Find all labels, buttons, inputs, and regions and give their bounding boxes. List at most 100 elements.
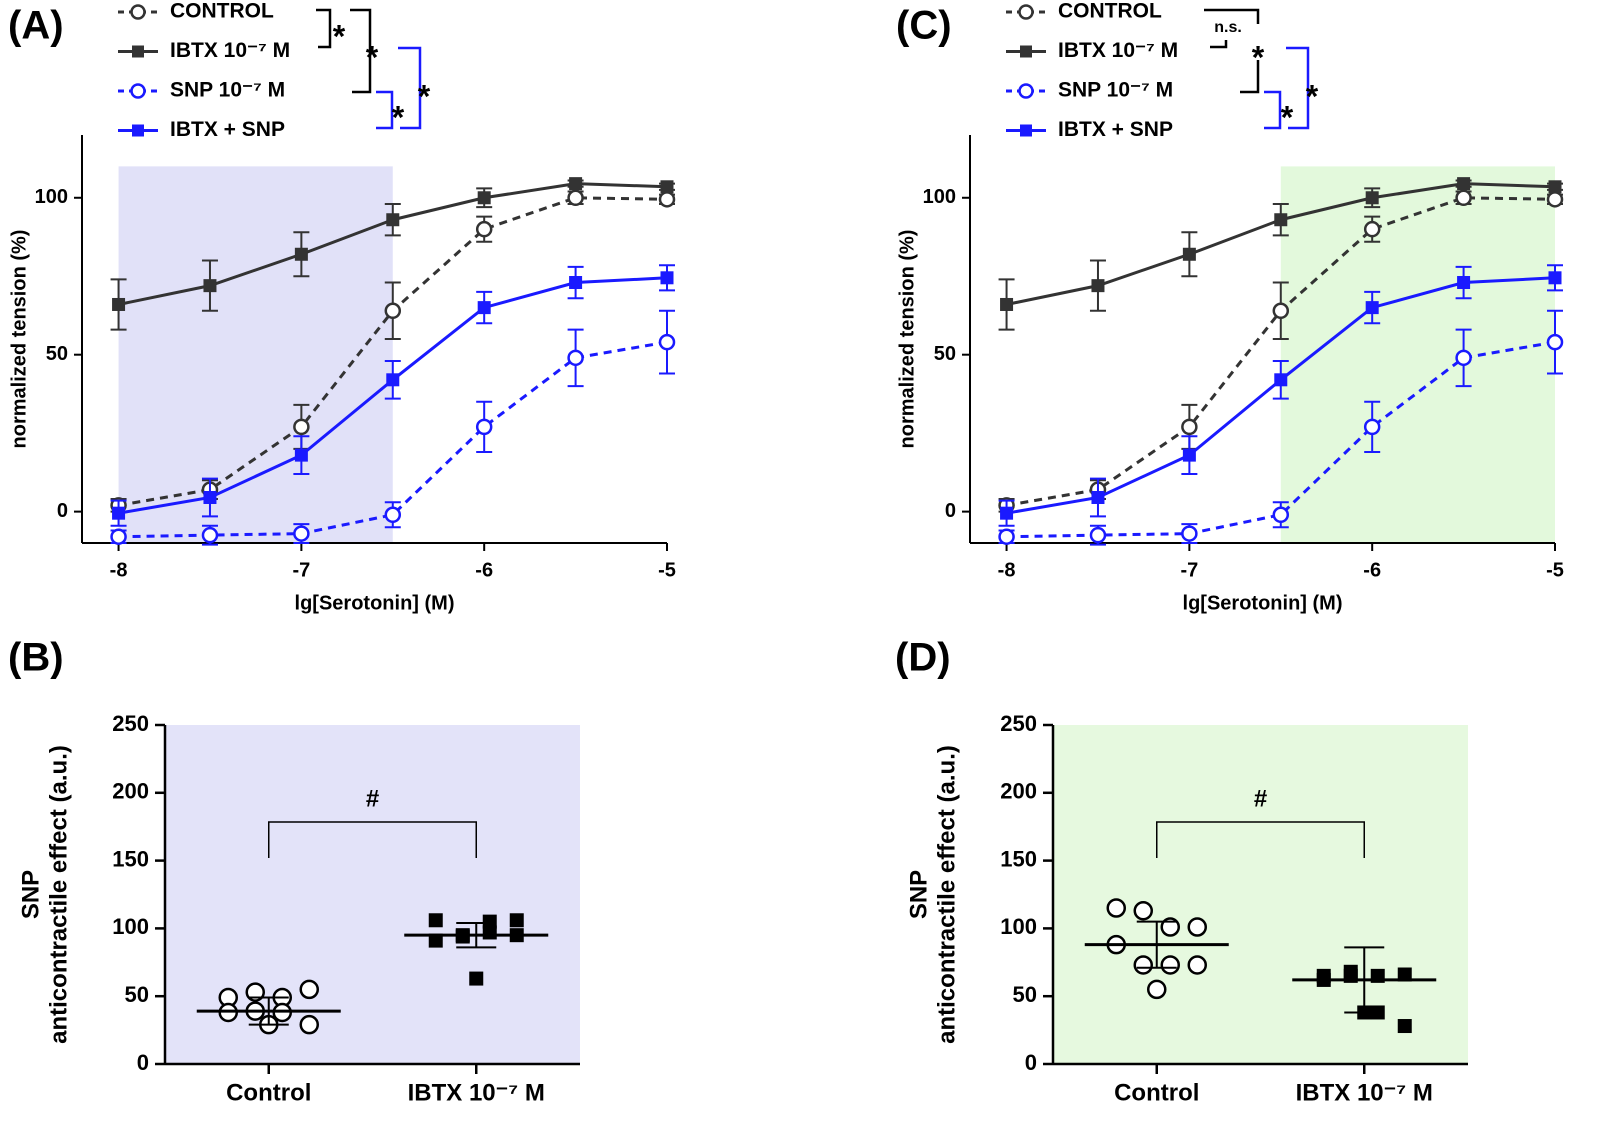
marker: [1274, 213, 1288, 227]
x-tick-label: -8: [998, 559, 1016, 581]
bracket: [1210, 40, 1228, 49]
marker: [475, 418, 493, 436]
significance-label: *: [333, 18, 346, 54]
y-tick-label: 200: [112, 779, 149, 804]
marker: [1457, 276, 1471, 290]
y-axis-label: anticontractile effect (a.u.): [933, 745, 960, 1044]
y-tick-label: 250: [112, 711, 149, 736]
highlight-region: [118, 166, 393, 543]
x-tick-label: -6: [1363, 559, 1381, 581]
x-tick-label: -5: [658, 559, 676, 581]
marker: [1363, 220, 1381, 238]
marker: [1365, 301, 1379, 315]
data-point: [1187, 955, 1207, 975]
marker: [1182, 448, 1196, 462]
data-point: [245, 982, 265, 1002]
bracket: [376, 90, 394, 130]
marker: [293, 525, 310, 542]
x-tick-label: -7: [1180, 559, 1198, 581]
data-point: [482, 914, 497, 929]
bracket: [1204, 8, 1260, 24]
marker: [1089, 526, 1107, 544]
marker: [1457, 177, 1471, 191]
marker: [1546, 191, 1564, 208]
x-tick-label: -5: [1546, 559, 1564, 581]
data-point: [1160, 955, 1180, 975]
y-tick-label: 100: [1000, 914, 1037, 939]
marker: [567, 349, 584, 367]
marker: [112, 297, 126, 311]
y-tick-label: 0: [137, 1050, 149, 1075]
y-tick-label: 50: [934, 343, 956, 365]
panel-label: (C): [896, 4, 952, 48]
legend-marker: [1018, 4, 1034, 20]
marker: [477, 191, 491, 205]
x-tick-label: Control: [226, 1079, 311, 1106]
y-tick-label: 0: [57, 500, 68, 522]
data-point: [1106, 898, 1126, 918]
y-tick-label: 50: [125, 982, 149, 1007]
y-tick-label: 150: [112, 846, 149, 871]
panel-label: (D): [895, 636, 951, 680]
bracket: [1240, 60, 1260, 94]
data-point: [1187, 917, 1207, 937]
legend-marker: [1018, 83, 1034, 99]
marker: [569, 276, 583, 290]
y-tick-label: 200: [1000, 779, 1037, 804]
marker: [1274, 373, 1288, 387]
marker: [1000, 297, 1014, 311]
data-point: [1160, 917, 1180, 937]
data-point: [1147, 979, 1167, 1000]
marker: [660, 180, 674, 194]
x-tick-label: -8: [110, 559, 128, 581]
legend-marker: [130, 83, 146, 99]
marker: [384, 506, 402, 524]
sd-whisker: [1136, 920, 1177, 969]
sd-whisker: [1344, 946, 1385, 1014]
bracket: [316, 8, 332, 49]
marker: [293, 418, 310, 436]
significance-label: *: [1306, 78, 1319, 114]
marker: [201, 526, 219, 544]
y-tick-label: 100: [35, 186, 68, 208]
data-point: [299, 979, 319, 1000]
marker: [1548, 180, 1562, 194]
marker: [477, 301, 491, 315]
highlight-region: [1280, 166, 1555, 543]
data-point: [428, 933, 443, 948]
bracket: [398, 46, 422, 130]
x-axis-label: lg[Serotonin] (M): [1183, 592, 1343, 614]
marker: [1091, 490, 1105, 504]
y-axis-label: normalized tension (%): [8, 230, 30, 449]
legend-label: SNP 10⁻⁷ M: [1058, 79, 1173, 102]
x-tick-label: -7: [292, 559, 310, 581]
y-axis-label: SNP: [905, 870, 932, 919]
marker: [658, 333, 676, 351]
data-point: [482, 925, 497, 940]
marker: [1091, 279, 1105, 293]
marker: [658, 191, 676, 208]
y-tick-label: 250: [1000, 711, 1037, 736]
legend-label: IBTX + SNP: [1058, 118, 1173, 141]
x-tick-label: IBTX 10⁻⁷ M: [1296, 1079, 1433, 1106]
legend-marker: [132, 124, 144, 137]
marker: [386, 373, 400, 387]
y-axis-label: anticontractile effect (a.u.): [45, 745, 72, 1044]
data-point: [469, 971, 484, 986]
marker: [1546, 333, 1564, 351]
marker: [1000, 506, 1014, 520]
x-tick-label: -6: [475, 559, 493, 581]
sd-whisker: [456, 921, 497, 949]
legend-label: IBTX 10⁻⁷ M: [1058, 39, 1178, 62]
marker: [475, 220, 493, 238]
marker: [203, 490, 217, 504]
significance-label: #: [1254, 785, 1267, 812]
x-tick-label: Control: [1114, 1079, 1199, 1106]
x-tick-label: IBTX 10⁻⁷ M: [408, 1079, 545, 1106]
significance-label: *: [418, 78, 431, 114]
legend-label: SNP 10⁻⁷ M: [170, 79, 285, 102]
significance-label: n.s.: [1214, 19, 1242, 36]
y-tick-label: 150: [1000, 846, 1037, 871]
